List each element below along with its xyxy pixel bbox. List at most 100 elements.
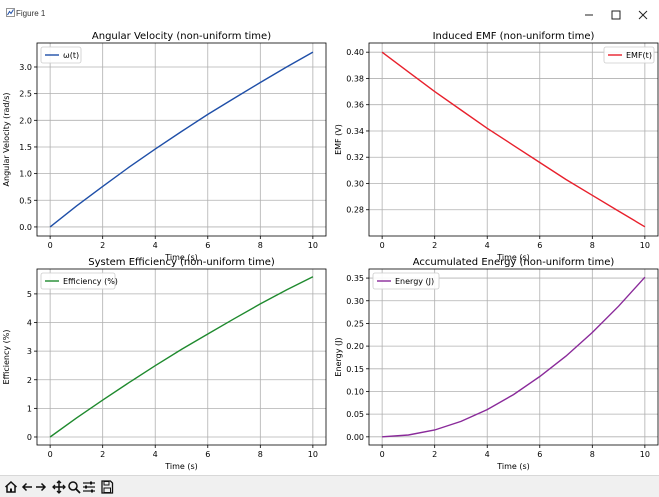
chart-title: System Efficiency (non-uniform time) xyxy=(88,257,275,268)
legend: Energy (J) xyxy=(372,272,440,290)
y-tick-label: 0.10 xyxy=(346,387,364,396)
legend-label: Energy (J) xyxy=(395,277,434,286)
y-tick-label: 0.36 xyxy=(346,101,364,110)
x-tick-label: 2 xyxy=(100,241,105,250)
x-axis-label: Time (s) xyxy=(164,253,198,262)
y-tick-label: 0.5 xyxy=(19,196,32,205)
y-tick-label: 0.40 xyxy=(346,48,364,57)
y-axis-label: Energy (J) xyxy=(334,337,343,376)
x-tick-label: 10 xyxy=(308,241,318,250)
x-tick-label: 4 xyxy=(485,450,490,459)
y-tick-label: 1.5 xyxy=(19,143,32,152)
app-icon xyxy=(6,8,15,17)
legend-label: Efficiency (%) xyxy=(63,277,118,286)
x-tick-label: 8 xyxy=(258,241,263,250)
legend-box xyxy=(603,46,655,64)
axes-frame xyxy=(36,42,327,237)
chart-title: Angular Velocity (non-uniform time) xyxy=(92,31,271,42)
axes-frame xyxy=(368,42,659,237)
configure-subplots-icon[interactable] xyxy=(82,479,96,495)
y-tick-label: 0.34 xyxy=(346,127,364,136)
x-axis-label: Time (s) xyxy=(496,462,530,471)
y-axis-label: Angular Velocity (rad/s) xyxy=(2,93,11,187)
navigation-toolbar xyxy=(0,475,659,497)
close-icon[interactable] xyxy=(632,5,654,25)
y-tick-label: 2.0 xyxy=(19,116,32,125)
y-tick-label: 0.25 xyxy=(346,319,364,328)
x-tick-label: 6 xyxy=(205,241,210,250)
chart-2: 0 2 4 6 8 10 0.28 0.30 0.32 0.34 0.36 0.38 0.40 Induc… xyxy=(334,31,659,262)
y-tick-label: 0.05 xyxy=(346,410,364,419)
maximize-icon[interactable] xyxy=(605,5,627,25)
x-tick-label: 10 xyxy=(640,241,650,250)
pan-icon[interactable] xyxy=(52,479,66,495)
y-axis-label: EMF (V) xyxy=(334,124,343,155)
window-title: Figure 1 xyxy=(16,9,46,18)
x-tick-label: 0 xyxy=(48,450,53,459)
x-tick-label: 8 xyxy=(590,241,595,250)
x-tick-label: 2 xyxy=(432,241,437,250)
x-axis-label: Time (s) xyxy=(164,462,198,471)
legend-box xyxy=(40,272,116,290)
window-titlebar: Figure 1 xyxy=(0,0,659,30)
y-tick-label: 0.20 xyxy=(346,342,364,351)
x-tick-label: 10 xyxy=(308,450,318,459)
y-tick-label: 2 xyxy=(27,376,32,385)
y-tick-label: 0.35 xyxy=(346,274,364,283)
legend-box xyxy=(372,272,440,290)
x-tick-label: 8 xyxy=(590,450,595,459)
x-tick-label: 8 xyxy=(258,450,263,459)
x-tick-label: 10 xyxy=(640,450,650,459)
x-axis-label: Time (s) xyxy=(496,253,530,262)
zoom-icon[interactable] xyxy=(67,479,81,495)
x-tick-label: 6 xyxy=(205,450,210,459)
y-tick-label: 1.0 xyxy=(19,170,32,179)
series-line xyxy=(49,276,314,438)
chart-title: Induced EMF (non-uniform time) xyxy=(433,31,595,42)
series-line xyxy=(49,51,314,228)
x-tick-label: 2 xyxy=(100,450,105,459)
x-tick-label: 4 xyxy=(485,241,490,250)
figure-canvas: 0 2 4 6 8 10 0.0 0.5 1.0 1.5 2.0 2.5 3.0 Angular Velo… xyxy=(0,30,659,475)
y-tick-label: 0.38 xyxy=(346,74,364,83)
x-tick-label: 4 xyxy=(153,241,158,250)
y-tick-label: 0.30 xyxy=(346,297,364,306)
legend-label: ω(t) xyxy=(63,51,79,60)
legend-box xyxy=(40,46,82,64)
y-tick-label: 0 xyxy=(27,433,32,442)
y-tick-label: 1 xyxy=(27,404,32,413)
y-axis-label: Efficiency (%) xyxy=(2,330,11,385)
y-tick-label: 0.15 xyxy=(346,365,364,374)
axes-frame xyxy=(36,268,327,446)
x-tick-label: 0 xyxy=(380,450,385,459)
axes-frame xyxy=(368,268,659,446)
y-tick-label: 0.00 xyxy=(346,433,364,442)
y-tick-label: 0.28 xyxy=(346,206,364,215)
legend: Efficiency (%) xyxy=(40,272,118,290)
y-tick-label: 5 xyxy=(27,290,32,299)
forward-icon[interactable] xyxy=(34,479,48,495)
series-line xyxy=(381,51,646,228)
y-tick-label: 3 xyxy=(27,347,32,356)
series-line xyxy=(382,276,646,438)
x-tick-label: 0 xyxy=(48,241,53,250)
legend: ω(t) xyxy=(40,46,82,64)
legend: EMF(t) xyxy=(603,46,655,64)
home-icon[interactable] xyxy=(4,479,18,495)
y-tick-label: 3.0 xyxy=(19,63,32,72)
x-tick-label: 6 xyxy=(537,450,542,459)
y-tick-label: 2.5 xyxy=(19,90,32,99)
minimize-icon[interactable] xyxy=(578,5,600,25)
x-tick-label: 4 xyxy=(153,450,158,459)
chart-1: 0 2 4 6 8 10 0.0 0.5 1.0 1.5 2.0 2.5 3.0 Angular Velo… xyxy=(2,31,327,262)
chart-4: 0 2 4 6 8 10 0.00 0.05 0.10 0.15 0.20 0.25 0.30 0.35 A… xyxy=(334,257,659,471)
chart-title: Accumulated Energy (non-uniform time) xyxy=(413,257,615,268)
save-icon[interactable] xyxy=(100,479,114,495)
x-tick-label: 6 xyxy=(537,241,542,250)
y-tick-label: 4 xyxy=(27,319,32,328)
y-tick-label: 0.0 xyxy=(19,223,32,232)
back-icon[interactable] xyxy=(20,479,34,495)
x-tick-label: 0 xyxy=(380,241,385,250)
chart-3: 0 2 4 6 8 10 0 1 2 3 4 5 System Efficiency (non-unif… xyxy=(2,257,327,471)
